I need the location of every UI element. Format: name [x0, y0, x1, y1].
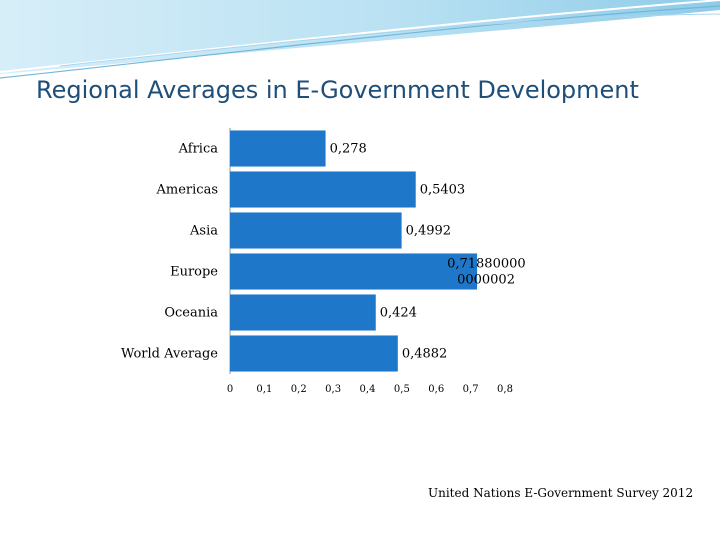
bar-europe: [230, 253, 478, 290]
value-label: 0,71880000 0000002: [447, 257, 526, 288]
value-label: 0,4992: [406, 224, 452, 239]
value-label: 0,424: [380, 306, 417, 321]
source-note: United Nations E-Government Survey 2012: [428, 486, 694, 500]
category-label: Americas: [156, 183, 218, 198]
bar-world-average: [230, 335, 398, 372]
category-label: Europe: [170, 265, 218, 280]
slide-title: Regional Averages in E-Government Develo…: [36, 76, 639, 104]
category-label: Asia: [189, 224, 218, 239]
x-tick-label: 0,5: [394, 384, 410, 395]
x-tick-label: 0,1: [256, 384, 272, 395]
bar-oceania: [230, 294, 376, 331]
category-label: Africa: [178, 142, 219, 157]
bar-asia: [230, 212, 402, 249]
value-label: 0,5403: [420, 183, 466, 198]
category-label: Oceania: [164, 306, 218, 321]
bar-americas: [230, 171, 416, 208]
value-label: 0,4882: [402, 347, 448, 362]
x-tick-label: 0,2: [291, 384, 307, 395]
value-label: 0,278: [330, 142, 367, 157]
x-tick-label: 0,3: [325, 384, 341, 395]
category-label: World Average: [121, 347, 218, 362]
x-tick-label: 0,4: [360, 384, 376, 395]
bar-africa: [230, 130, 326, 167]
x-tick-label: 0: [227, 384, 233, 395]
x-tick-label: 0,7: [463, 384, 479, 395]
header-decoration: [0, 0, 720, 79]
x-tick-label: 0,8: [497, 384, 513, 395]
x-tick-label: 0,6: [428, 384, 444, 395]
